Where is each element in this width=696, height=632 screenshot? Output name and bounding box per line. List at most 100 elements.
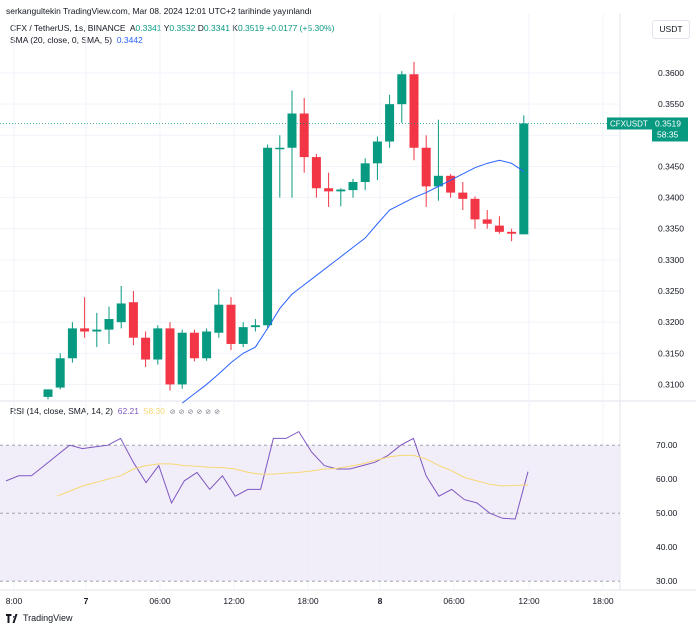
candle-up [360, 163, 370, 183]
candle-up [397, 74, 407, 105]
candle-down [165, 328, 175, 385]
sma-line [181, 159, 525, 404]
time-tick-label: 7 [84, 596, 89, 606]
candle-up [372, 141, 382, 164]
sma-line [181, 159, 525, 404]
publish-attribution: serkangultekin TradingView.com, Mar 08, … [6, 6, 312, 16]
rsi-legend: RSI (14, close, SMA, 14, 2) 62.21 58.30 … [10, 406, 223, 416]
rsi-tick-label: 40.00 [656, 542, 678, 552]
change-value: +0.0177 (+5.30%) [266, 23, 335, 33]
sma-legend: SMA (20, close, 0, SMA, 5) 0.3442 [10, 35, 143, 45]
candle-down [482, 219, 492, 224]
time-tick-label: 06:00 [443, 596, 465, 606]
rsi-ma-value: 58.30 [143, 406, 166, 416]
price-tick-label: 0.3350 [658, 224, 684, 234]
candle-down [141, 337, 151, 360]
price-tick-label: 0.3150 [658, 348, 684, 358]
candle-down [507, 231, 517, 234]
candle-up [519, 123, 529, 235]
candle-up [177, 332, 187, 385]
price-tick-label: 0.3200 [658, 317, 684, 327]
time-tick-label: 18:00 [297, 596, 319, 606]
candles [43, 61, 529, 400]
rsi-tick-label: 70.00 [656, 440, 678, 450]
time-tick-label: 18:00 [592, 596, 614, 606]
candle-down [324, 188, 334, 192]
time-tick-label: 8 [378, 596, 383, 606]
price-tick-label: 0.3550 [658, 99, 684, 109]
rsi-pane [0, 430, 620, 582]
indicator-settings-icons[interactable]: ⊘⊘⊘⊘⊘⊘ [169, 409, 223, 416]
price-tick-label: 0.3100 [658, 379, 684, 389]
close-label: K [232, 23, 238, 33]
candle-up [116, 303, 126, 323]
time-tick-label: 12:00 [518, 596, 540, 606]
candle-down [494, 225, 504, 232]
sma-value: 0.3442 [116, 35, 143, 45]
close-value: 0.3519 [237, 23, 264, 33]
candle-up [263, 147, 273, 326]
candle-down [421, 147, 431, 187]
candle-up [433, 175, 443, 187]
rsi-tick-label: 60.00 [656, 474, 678, 484]
candle-up [92, 329, 102, 332]
rsi-value: 62.21 [117, 406, 139, 416]
candle-down [80, 328, 90, 332]
countdown-label: 58:35 [657, 129, 679, 139]
candle-down [299, 113, 309, 158]
candle-up [43, 389, 53, 397]
open-label: A [129, 23, 136, 33]
symbol-name: CFX / TetherUS, 1s, BINANCE [10, 23, 126, 33]
rsi-label: RSI (14, close, SMA, 14, 2) [10, 406, 113, 416]
rsi-tick-label: 30.00 [656, 576, 678, 586]
axes: 0.36000.35500.35000.34500.34000.33500.33… [0, 68, 688, 606]
high-value: 0.3532 [169, 23, 196, 33]
last-price-tag-bg [652, 117, 688, 142]
candle-up [275, 147, 285, 150]
time-tick-label: 06:00 [149, 596, 171, 606]
candle-up [55, 358, 65, 388]
price-tick-label: 0.3600 [658, 68, 684, 78]
candle-up [238, 327, 248, 344]
candle-up [67, 328, 77, 359]
candle-up [153, 328, 163, 360]
candle-up [336, 189, 346, 192]
price-tick-label: 0.3300 [658, 255, 684, 265]
sma-label: SMA (20, close, 0, SMA, 5) [10, 35, 113, 45]
candle-down [446, 175, 456, 193]
open-value: 0.3341 [135, 23, 162, 33]
last-price-label: 0.3519 [655, 118, 681, 128]
low-value: 0.3341 [203, 23, 230, 33]
candle-up [104, 319, 114, 330]
rsi-tick-label: 50.00 [656, 508, 678, 518]
footer-brand: TradingView [6, 613, 73, 623]
rsi-line [5, 430, 529, 520]
time-tick-label: 12:00 [223, 596, 245, 606]
candle-up [250, 325, 260, 328]
candle-up [202, 331, 212, 359]
candle-up [214, 304, 224, 333]
high-label: Y [163, 23, 170, 33]
rsi-ma-line [56, 454, 529, 497]
candle-down [311, 157, 321, 189]
price-tick-label: 0.3450 [658, 161, 684, 171]
candle-up [287, 113, 297, 148]
footer-brand-label: TradingView [23, 613, 73, 623]
candle-up [348, 182, 358, 191]
currency-button[interactable]: USDT [652, 20, 690, 39]
price-tick-label: 0.3400 [658, 193, 684, 203]
symbol-tag-bg [607, 117, 659, 130]
symbol-legend: CFX / TetherUS, 1s, BINANCE A0.3341 Y0.3… [10, 23, 334, 33]
candle-down [226, 304, 236, 344]
candle-down [128, 302, 138, 338]
candle-down [189, 332, 199, 359]
candle-up [385, 104, 395, 142]
candle-down [409, 74, 419, 148]
candle-down [470, 198, 480, 220]
price-tick-label: 0.3250 [658, 286, 684, 296]
candle-down [458, 192, 468, 199]
tradingview-logo-icon [6, 613, 18, 623]
time-tick-label: 8:00 [6, 596, 23, 606]
symbol-tag-label: CFXUSDT [610, 119, 648, 128]
